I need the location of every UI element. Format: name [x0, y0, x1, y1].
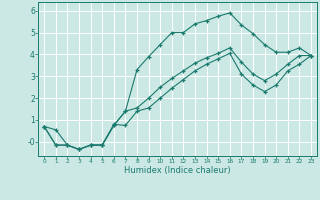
X-axis label: Humidex (Indice chaleur): Humidex (Indice chaleur) — [124, 166, 231, 175]
